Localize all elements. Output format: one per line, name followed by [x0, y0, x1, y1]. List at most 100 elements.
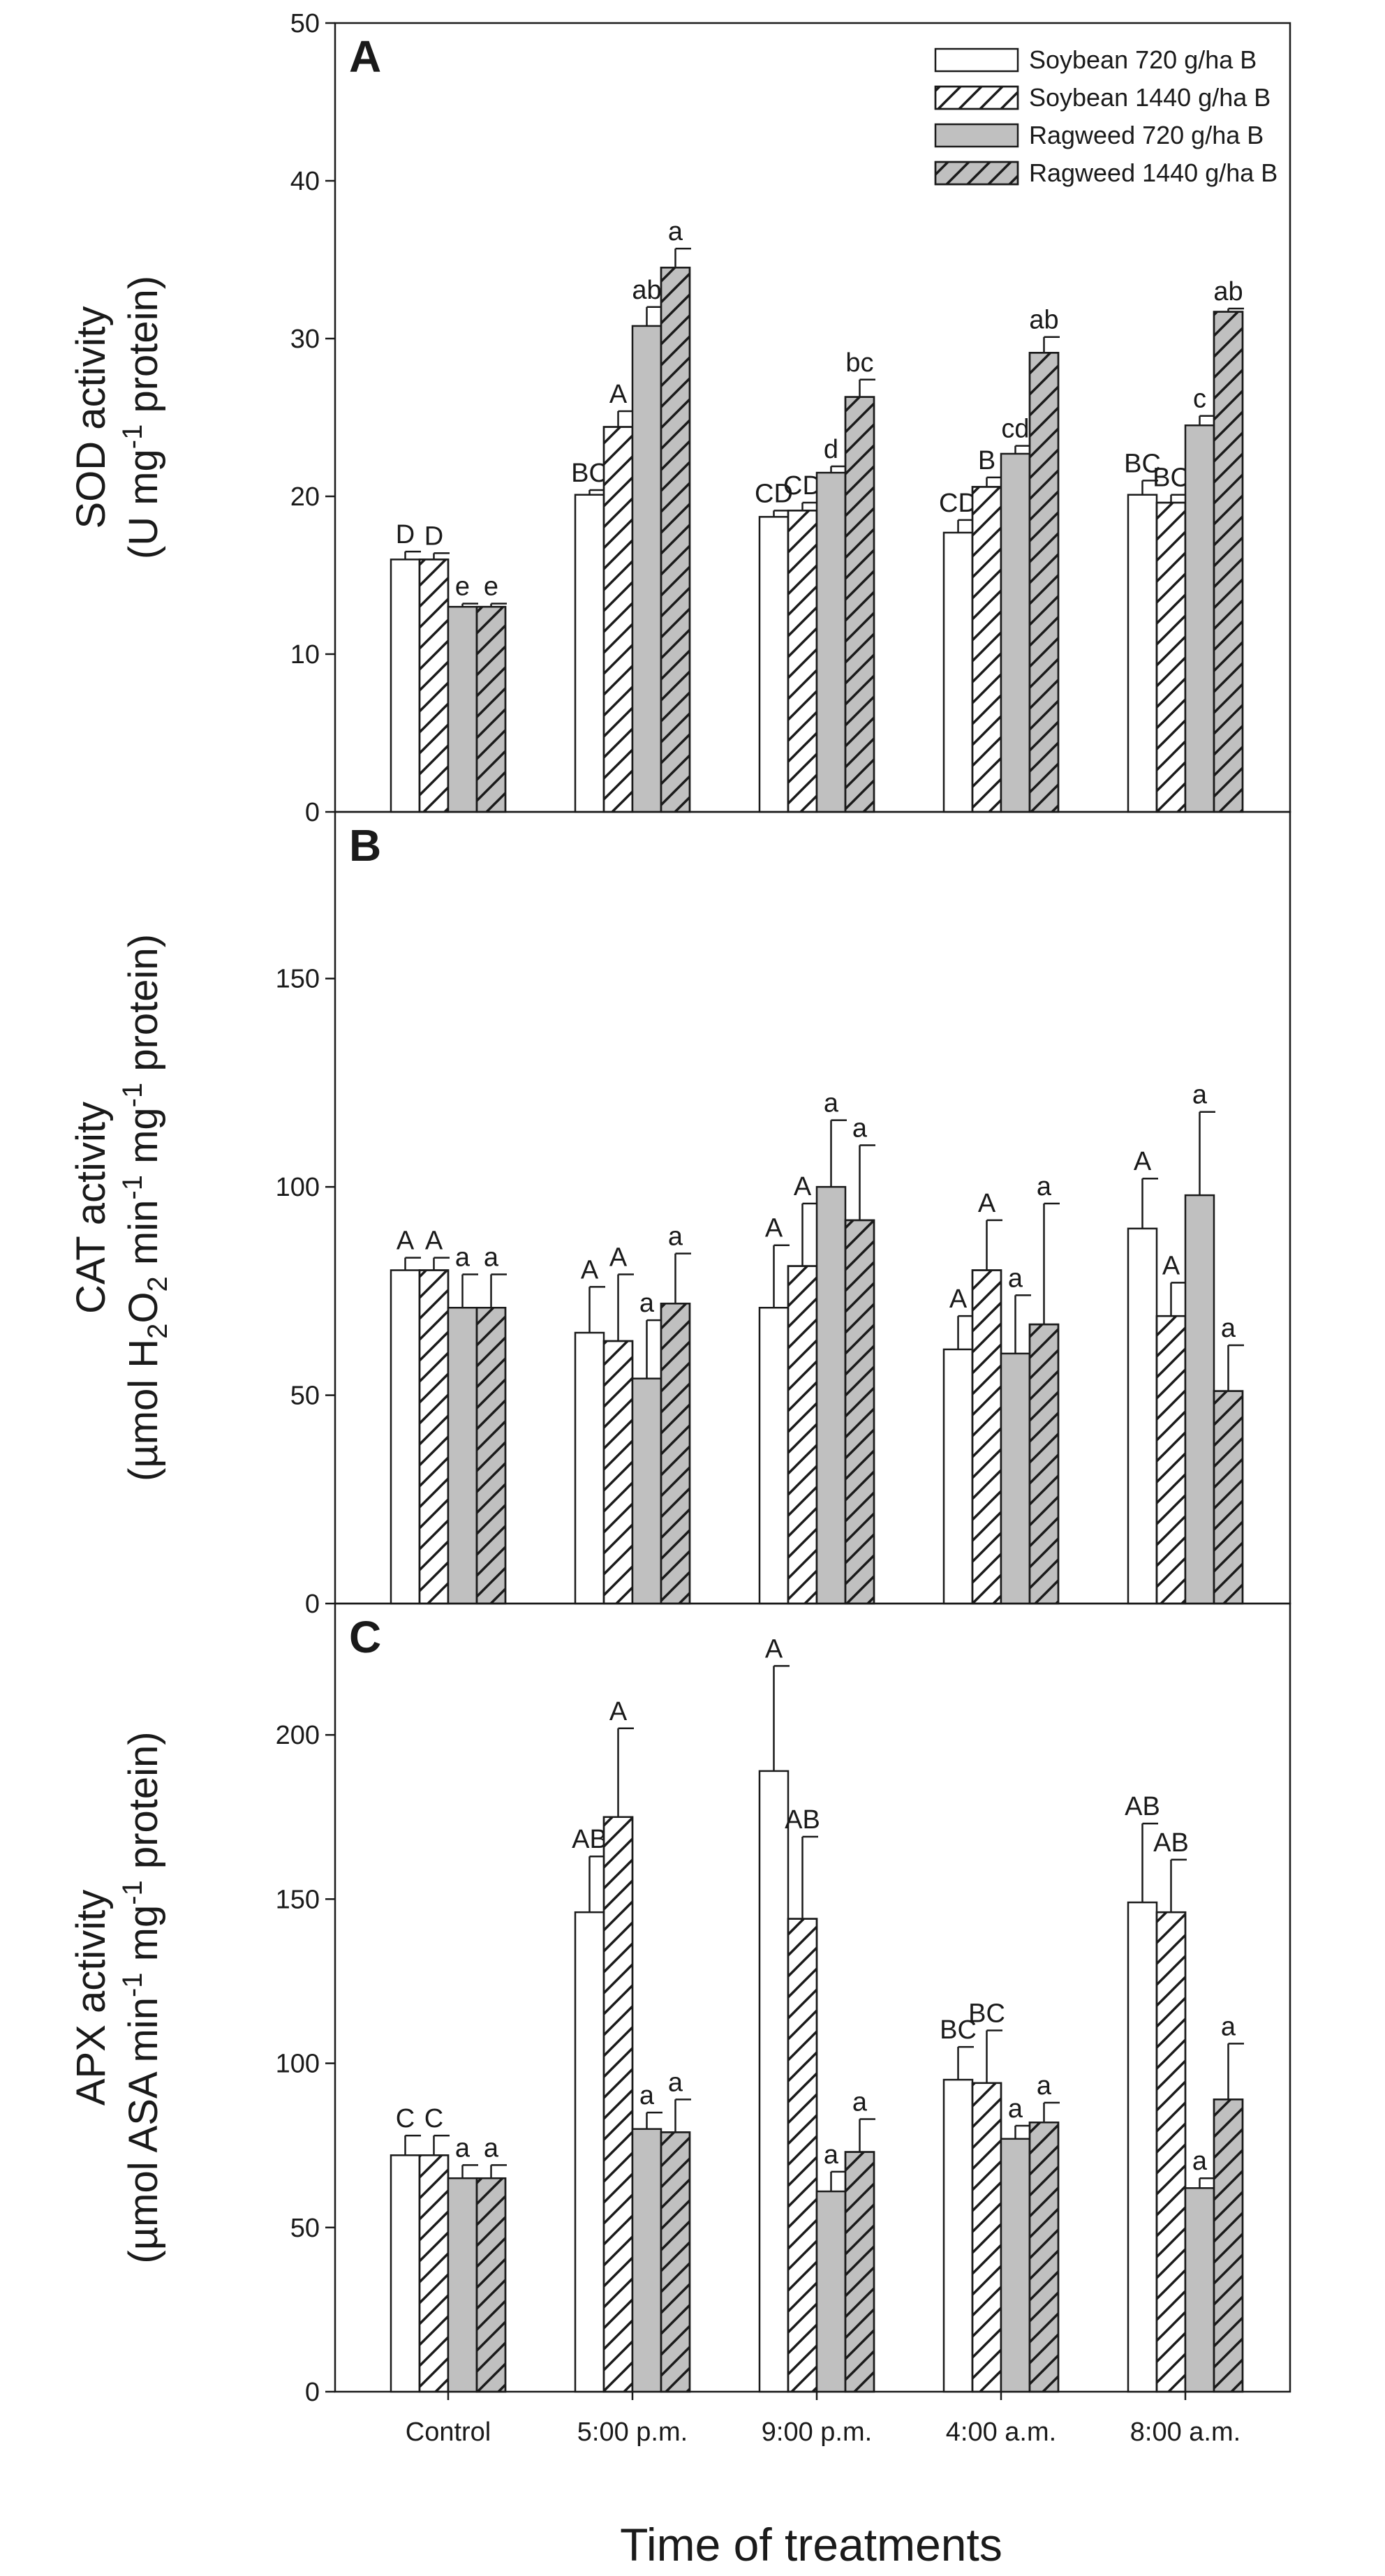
bar-hatch [660, 2131, 691, 2393]
significance-letter: a [1037, 1172, 1052, 1201]
significance-letter: a [1221, 1314, 1236, 1343]
significance-letter: A [609, 1697, 628, 1726]
bar [758, 516, 790, 813]
y-tick-label: 30 [290, 325, 320, 354]
bar [1127, 494, 1158, 813]
significance-letter: ab [1213, 277, 1243, 306]
significance-letter: a [1008, 2094, 1023, 2124]
significance-letter: B [978, 446, 995, 475]
bar-hatch [787, 1265, 818, 1605]
significance-letter: a [1037, 2071, 1052, 2101]
bar-hatch [602, 1816, 634, 2393]
bar [447, 605, 478, 813]
significance-letter: cd [1001, 415, 1029, 444]
y-tick-label: 100 [276, 1173, 320, 1202]
legend-label: Soybean 720 g/ha B [1029, 45, 1257, 74]
bar [390, 558, 421, 813]
significance-letter: a [1192, 1081, 1208, 1110]
bar [574, 1911, 605, 2393]
significance-letter: A [765, 1634, 783, 1664]
y-tick-label: 150 [276, 965, 320, 994]
bar-hatch [971, 2082, 1002, 2393]
significance-letter: BC [940, 2015, 977, 2045]
significance-letter: ab [1029, 306, 1058, 335]
bar [1184, 424, 1215, 813]
legend-label: Ragweed 1440 g/ha B [1029, 158, 1277, 187]
y-tick-label: 10 [290, 640, 320, 669]
bar [815, 1185, 847, 1605]
y-tick-label: 150 [276, 1885, 320, 1914]
significance-letter: A [765, 1214, 783, 1243]
significance-letter: CD [755, 479, 793, 508]
significance-letter: a [639, 1289, 655, 1318]
bar [815, 471, 847, 813]
y-tick-label: 100 [276, 2050, 320, 2079]
legend-entry: Ragweed 720 g/ha B [934, 121, 1264, 149]
bar-hatch [844, 2151, 875, 2393]
significance-letter: AB [1125, 1792, 1160, 1821]
significance-letter: A [949, 1285, 968, 1314]
y-tick-label: 50 [290, 1382, 320, 1411]
bar-hatch [1028, 2122, 1060, 2393]
significance-letter: A [397, 1227, 415, 1256]
bar-hatch [1028, 352, 1060, 813]
bar [758, 1306, 790, 1605]
significance-letter: a [484, 1243, 499, 1272]
panel-c: C 0 50 100 150 200 APX activity (µmol ASA min-1… [68, 1602, 1291, 2447]
significance-letter: BC [571, 459, 608, 488]
panel-b: B 0 50 100 150 CAT activity(µmol H2O2​ min-1​… [68, 810, 1291, 1619]
bar-hatch [1028, 1323, 1060, 1605]
bar-hatch [475, 2177, 507, 2393]
significance-letter: BC [968, 1999, 1005, 2029]
significance-letter: a [1008, 1264, 1023, 1293]
significance-letter: a [852, 1113, 868, 1143]
bar-hatch [602, 1340, 634, 1605]
legend-swatch [934, 47, 1019, 73]
significance-letter: a [639, 2081, 655, 2110]
y-tick-label: 50 [290, 2214, 320, 2243]
bar-hatch [1155, 1911, 1187, 2393]
y-tick-label: 0 [305, 2378, 320, 2407]
bar-hatch [1213, 1390, 1244, 1605]
significance-letter: a [824, 1089, 839, 1118]
bar [574, 494, 605, 813]
significance-letter: AB [785, 1805, 820, 1835]
significance-letter: A [978, 1189, 996, 1218]
bar [942, 531, 974, 813]
y-axis-label: SOD activity(U mg-1​ protein) [68, 276, 166, 559]
significance-letter: A [425, 1227, 443, 1256]
bar-hatch [1213, 311, 1244, 813]
legend-label: Soybean 1440 g/ha B [1029, 83, 1271, 112]
panel-letter: C [349, 1612, 381, 1662]
bar [447, 1306, 478, 1605]
significance-letter: AB [1153, 1828, 1189, 1858]
significance-letter: bc [845, 348, 873, 378]
legend-entry: Soybean 1440 g/ha B [934, 83, 1271, 112]
bar [631, 325, 662, 813]
bar-hatch [844, 396, 875, 813]
significance-letter: CD [939, 489, 977, 518]
legend-swatch-hatch [934, 161, 1019, 186]
significance-letter: A [609, 380, 628, 409]
bar-hatch [971, 1269, 1002, 1605]
bar [631, 1377, 662, 1605]
significance-letter: D [396, 520, 415, 549]
bar [758, 1770, 790, 2393]
significance-letter: CD [783, 471, 822, 501]
significance-letter: a [484, 2133, 499, 2163]
bar-hatch [418, 558, 450, 813]
bar [942, 1348, 974, 1605]
significance-letter: A [609, 1243, 628, 1272]
bar [1127, 1901, 1158, 2393]
x-tick-label: 5:00 p.m. [577, 2418, 688, 2447]
bar [1184, 2187, 1215, 2393]
y-tick-label: 0 [305, 1590, 320, 1619]
y-tick-label: 50 [290, 9, 320, 38]
legend-swatch [934, 123, 1019, 148]
significance-letter: a [852, 2088, 868, 2117]
x-axis-label: Time of treatments [620, 2519, 1002, 2570]
significance-letter: BC [1124, 449, 1161, 478]
bar-hatch [475, 1306, 507, 1605]
significance-letter: a [824, 2140, 839, 2170]
